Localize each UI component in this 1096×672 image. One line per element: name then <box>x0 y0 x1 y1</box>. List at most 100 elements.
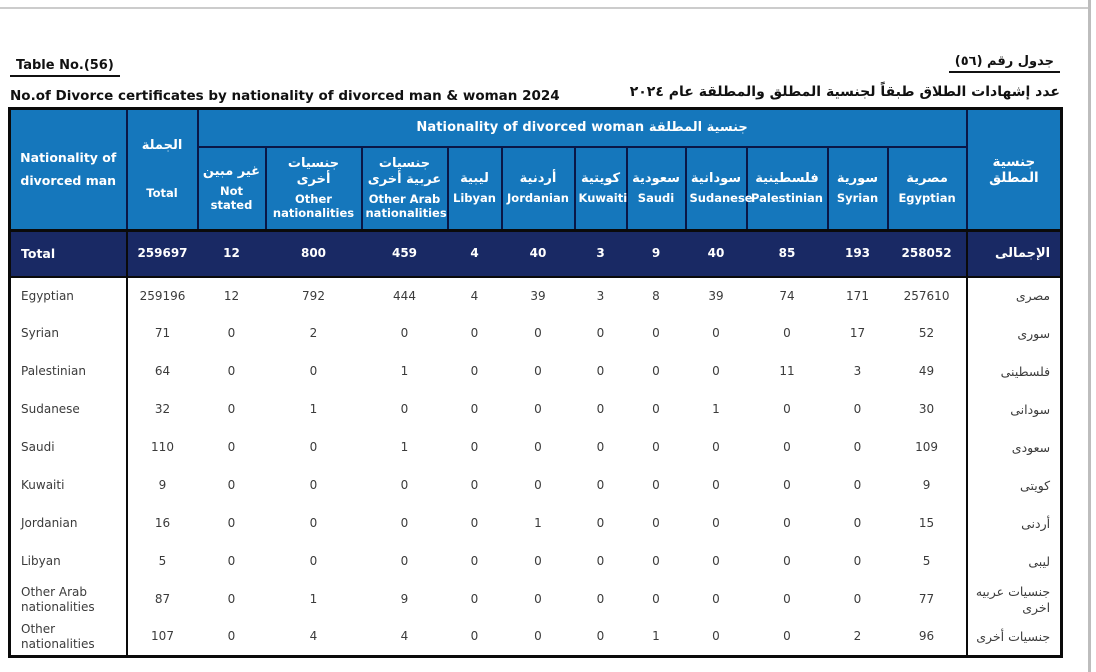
col-header-saudi: سعودية Saudi <box>625 145 687 232</box>
cell-value: 2 <box>827 618 888 657</box>
title-block-en: Table No.(56) No.of Divorce certificates… <box>10 54 560 104</box>
cell-value: 0 <box>685 542 747 581</box>
total-row: Total 259697 12 800 459 4 40 3 9 40 85 193 258052 الإ… <box>9 229 1062 278</box>
row-label-en: Other nationalities <box>9 618 128 657</box>
row-label-en: Syrian <box>9 314 128 353</box>
cell-value: 49 <box>887 352 967 391</box>
cell-value: 39 <box>501 276 575 315</box>
row-total: 259196 <box>126 276 198 315</box>
cell-value: 0 <box>685 314 747 353</box>
cell-value: 0 <box>746 428 828 467</box>
col-header-en: Libyan <box>453 190 496 205</box>
col-header-egyptian: مصرية Egyptian <box>886 145 968 232</box>
row-label-ar: ليبى <box>965 542 1062 581</box>
cell-value: 0 <box>197 542 266 581</box>
table-body: Total 259697 12 800 459 4 40 3 9 40 85 193 258052 الإ… <box>9 229 1062 657</box>
cell-value: 0 <box>626 504 686 543</box>
cell-value: 0 <box>574 580 627 619</box>
cell-value: 0 <box>626 580 686 619</box>
table-row: Libyan 5 0 0 0 0 0 0 0 0 0 0 5 ليبى <box>9 542 1062 581</box>
col-header-ar: أردنية <box>519 170 557 186</box>
cell-value: 1 <box>626 618 686 657</box>
cell-value: 0 <box>685 580 747 619</box>
row-label-ar: سورى <box>965 314 1062 353</box>
cell-value: 0 <box>574 314 627 353</box>
cell-value: 0 <box>827 390 888 429</box>
cell-value: 3 <box>574 276 627 315</box>
cell-value: 0 <box>746 580 828 619</box>
table-number-ar: جدول رقم (٥٦) <box>948 54 1060 73</box>
cell-value: 0 <box>574 618 627 657</box>
page-title-en: No.of Divorce certificates by nationalit… <box>10 88 560 104</box>
cell-value: 0 <box>197 352 266 391</box>
cell-value: 0 <box>746 618 828 657</box>
cell-value: 85 <box>746 229 828 278</box>
cell-value: 0 <box>626 314 686 353</box>
cell-value: 4 <box>447 276 502 315</box>
cell-value: 0 <box>265 466 362 505</box>
cell-value: 0 <box>626 390 686 429</box>
col-header-ar: سودانية <box>690 170 742 186</box>
cell-value: 0 <box>447 352 502 391</box>
col-header-not-stated: غير مبين Not stated <box>196 145 267 232</box>
cell-value: 30 <box>887 390 967 429</box>
cell-value: 0 <box>265 352 362 391</box>
cell-value: 0 <box>197 390 266 429</box>
row-total: 16 <box>126 504 198 543</box>
col-header-other-arab-nationalities: جنسيات عربية أخرى Other Arab nationalitie… <box>360 145 449 232</box>
cell-value: 4 <box>447 229 502 278</box>
cell-value: 0 <box>361 466 448 505</box>
cell-value: 109 <box>887 428 967 467</box>
cell-value: 77 <box>887 580 967 619</box>
cell-value: 4 <box>265 618 362 657</box>
cell-value: 0 <box>827 504 888 543</box>
row-label-ar: الإجمالى <box>965 229 1062 278</box>
cell-value: 0 <box>447 618 502 657</box>
cell-value: 96 <box>887 618 967 657</box>
row-label-ar: سعودى <box>965 428 1062 467</box>
row-label-en: Sudanese <box>9 390 128 429</box>
cell-value: 40 <box>501 229 575 278</box>
cell-value: 1 <box>361 352 448 391</box>
cell-value: 0 <box>501 466 575 505</box>
cell-value: 0 <box>447 466 502 505</box>
table-row: Sudanese 32 0 1 0 0 0 0 0 1 0 0 30 سودانى <box>9 390 1062 429</box>
row-label-ar: أردنى <box>965 504 1062 543</box>
col-header-kuwaiti: كويتية Kuwaiti <box>573 145 628 232</box>
cell-value: 257610 <box>887 276 967 315</box>
cell-value: 9 <box>626 229 686 278</box>
row-label-ar: فلسطينى <box>965 352 1062 391</box>
cell-value: 0 <box>447 504 502 543</box>
cell-value: 0 <box>574 466 627 505</box>
cell-value: 0 <box>574 504 627 543</box>
col-header-ar: فلسطينية <box>755 170 819 186</box>
cell-value: 0 <box>197 618 266 657</box>
table-row: Jordanian 16 0 0 0 0 1 0 0 0 0 0 15 أردنى <box>9 504 1062 543</box>
row-label-en: Saudi <box>9 428 128 467</box>
col-header-en: Syrian <box>836 190 879 205</box>
cell-value: 0 <box>361 504 448 543</box>
table-row: Saudi 110 0 0 1 0 0 0 0 0 0 0 109 سعودى <box>9 428 1062 467</box>
col-header-ar: سورية <box>836 170 879 186</box>
table-number-en: Table No.(56) <box>10 58 120 77</box>
cell-value: 0 <box>501 390 575 429</box>
col-header-ar: مصرية <box>906 170 948 186</box>
col-header-ar: جنسيات أخرى <box>287 155 340 187</box>
page-right-rule <box>1088 0 1091 672</box>
col-header-libyan: ليبية Libyan <box>446 145 503 232</box>
cell-value: 0 <box>447 542 502 581</box>
cell-value: 0 <box>574 542 627 581</box>
cell-value: 11 <box>746 352 828 391</box>
cell-value: 0 <box>626 466 686 505</box>
page-top-rule <box>0 7 1089 9</box>
cell-value: 1 <box>685 390 747 429</box>
table-row: Palestinian 64 0 0 1 0 0 0 0 0 11 3 49 فلسطينى <box>9 352 1062 391</box>
cell-value: 0 <box>827 466 888 505</box>
cell-value: 12 <box>197 276 266 315</box>
title-block-ar: جدول رقم (٥٦) عدد إشهادات الطلاق طبقاً ل… <box>630 50 1060 100</box>
cell-value: 9 <box>887 466 967 505</box>
table-row: Other nationalities 107 0 4 4 0 0 0 1 0 0 2 96 جنسيات… <box>9 618 1062 657</box>
table-row: Kuwaiti 9 0 0 0 0 0 0 0 0 0 0 9 كويتى <box>9 466 1062 505</box>
row-total: 110 <box>126 428 198 467</box>
